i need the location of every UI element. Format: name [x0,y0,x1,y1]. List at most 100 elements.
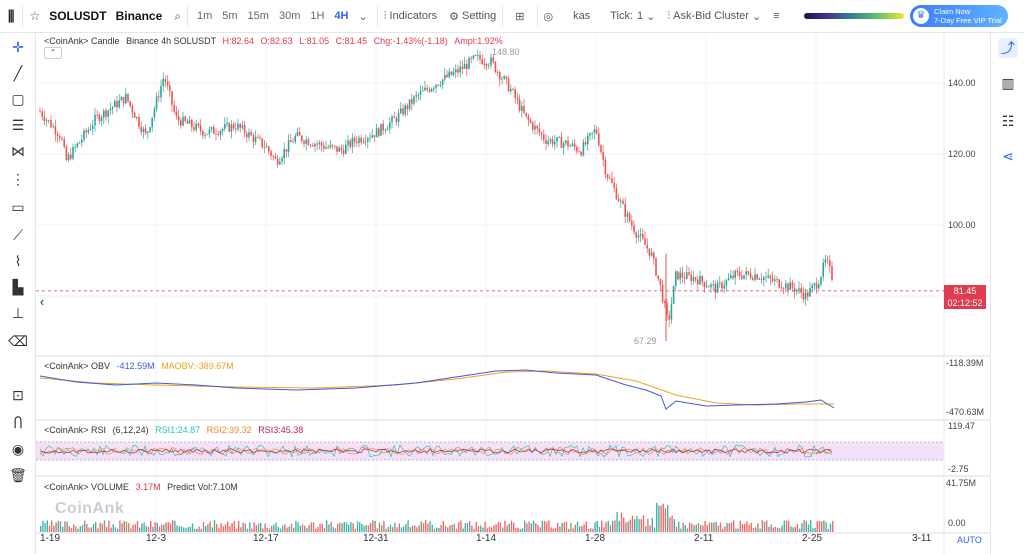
candle-body [512,88,514,90]
chart-canvas[interactable] [36,33,990,554]
auto-scale-button[interactable]: AUTO [957,535,982,545]
fib-icon[interactable]: ⋮ [11,171,25,187]
crosshair-icon[interactable]: ✛ [12,39,24,55]
candle-body [677,271,679,280]
logo-icon[interactable]: ⫼ [8,7,15,24]
candle-body [807,292,809,297]
chart-icon[interactable]: ⤴ [998,38,1018,58]
volume-bar [565,521,568,532]
heatmap-color-bar[interactable] [804,13,904,19]
brush-icon[interactable]: ⌇ [14,253,22,269]
lock-icon[interactable]: ⊡ [12,387,24,403]
timeframe-1m[interactable]: 1m [196,10,213,22]
candle-body [118,100,120,108]
trend-line-icon[interactable]: ╱ [13,65,23,81]
magnet-icon[interactable]: Ⴖ [13,415,23,431]
candle-body [309,145,312,146]
eye-icon[interactable]: ◎ [543,10,554,23]
volume-bar [739,520,741,532]
candle-body [228,122,230,132]
volume-bar [103,520,106,532]
maobv-value: MAOBV:-389.67M [161,361,234,371]
timeframe-1h[interactable]: 1H [310,10,325,22]
ruler-icon[interactable]: ⟋ [13,227,23,243]
candle-body [499,72,501,80]
volume-bar [524,520,526,532]
candle-body [774,279,776,281]
volume-bar [447,527,449,532]
candle-body [490,57,492,66]
candle-body [133,112,136,118]
volume-bar [271,525,273,532]
timeframe-15m[interactable]: 15m [247,10,269,22]
layout-grid-icon[interactable]: ⊞ [515,10,525,23]
bar-chart-icon[interactable]: ▙ [12,279,24,295]
volume-bar [799,528,801,532]
volume-bar [207,523,209,532]
orderbook-icon[interactable]: ▥ [1001,75,1015,91]
volume-bar [139,527,141,532]
timeframe-30m[interactable]: 30m [278,10,301,22]
candle-body [516,97,519,100]
search-icon[interactable]: ⌕ [174,8,181,23]
symbol-name[interactable]: SOLUSDT [49,9,107,23]
promo-line1: Claim Now [934,7,971,16]
volume-bar [537,524,539,532]
measure-icon[interactable]: ⊥ [11,305,25,321]
eraser-icon[interactable]: ⌫ [8,333,28,349]
candle-body [620,200,622,202]
candle-body [169,85,171,92]
volume-bar [268,528,271,532]
volume-bar [145,526,147,532]
collapse-left-icon[interactable]: ‹ [39,294,45,309]
cluster-button[interactable]: ⫶ Ask-Bid Cluster ⌄ [661,0,767,33]
candle-body [485,64,488,66]
chevron-down-icon[interactable]: ⌄ [358,10,368,23]
volume-bar [825,522,827,532]
note-icon[interactable]: ▭ [11,199,25,215]
more-icon[interactable]: ≡ [773,10,780,22]
volume-bar [810,520,812,532]
candle-body [496,71,499,73]
volume-bar [150,521,152,532]
exchange-name[interactable]: Binance [115,9,163,23]
horizontal-lines-icon[interactable]: ☰ [11,117,25,133]
kas-selector[interactable]: kas [559,0,604,33]
x-axis-label: 2-11 [694,533,714,544]
favorite-icon[interactable]: ☆ [29,9,41,23]
candle-body [96,114,98,116]
rectangle-icon[interactable]: ▢ [11,91,25,107]
volume-bar [678,521,680,532]
candle-body [105,110,107,117]
eye-icon[interactable]: ◉ [11,441,25,457]
list-icon[interactable]: ☷ [1001,113,1015,129]
current-price-tag: 81.45 [944,285,986,297]
volume-bar [823,520,825,532]
volume-bar [715,521,717,532]
indicators-label: Indicators [389,10,438,22]
timeframe-5m[interactable]: 5m [222,10,238,22]
trash-icon[interactable]: 🗑 [9,467,27,483]
pattern-icon[interactable]: ⋈ [11,143,25,159]
timeframe-4h[interactable]: 4H [334,10,349,22]
volume-bar [238,520,240,532]
candle-body [470,57,472,59]
volume-bar [97,528,99,532]
share-icon[interactable]: ⋖ [1002,148,1014,164]
volume-bar [381,525,383,532]
tick-selector[interactable]: Tick: 1 ⌄ [604,0,661,33]
legend-collapse-icon[interactable]: ⌃ [44,47,62,59]
setting-button[interactable]: ⚙ Setting [443,0,502,33]
legend-desc: Binance 4h SOLUSDT [126,36,216,46]
indicators-button[interactable]: ⫶ Indicators [378,0,443,33]
candle-body [314,143,316,147]
volume-bar [530,523,532,532]
candle-body [721,282,723,289]
volume-bar [763,521,766,532]
volume-axis-top: 41.75M [946,478,977,488]
vip-promo-button[interactable]: ♛ Claim Now 7-Day Free VIP Trial [910,5,1008,27]
candle-body [703,281,706,287]
candle-body [283,149,285,159]
volume-bar [284,524,286,532]
volume-bar [653,527,656,532]
